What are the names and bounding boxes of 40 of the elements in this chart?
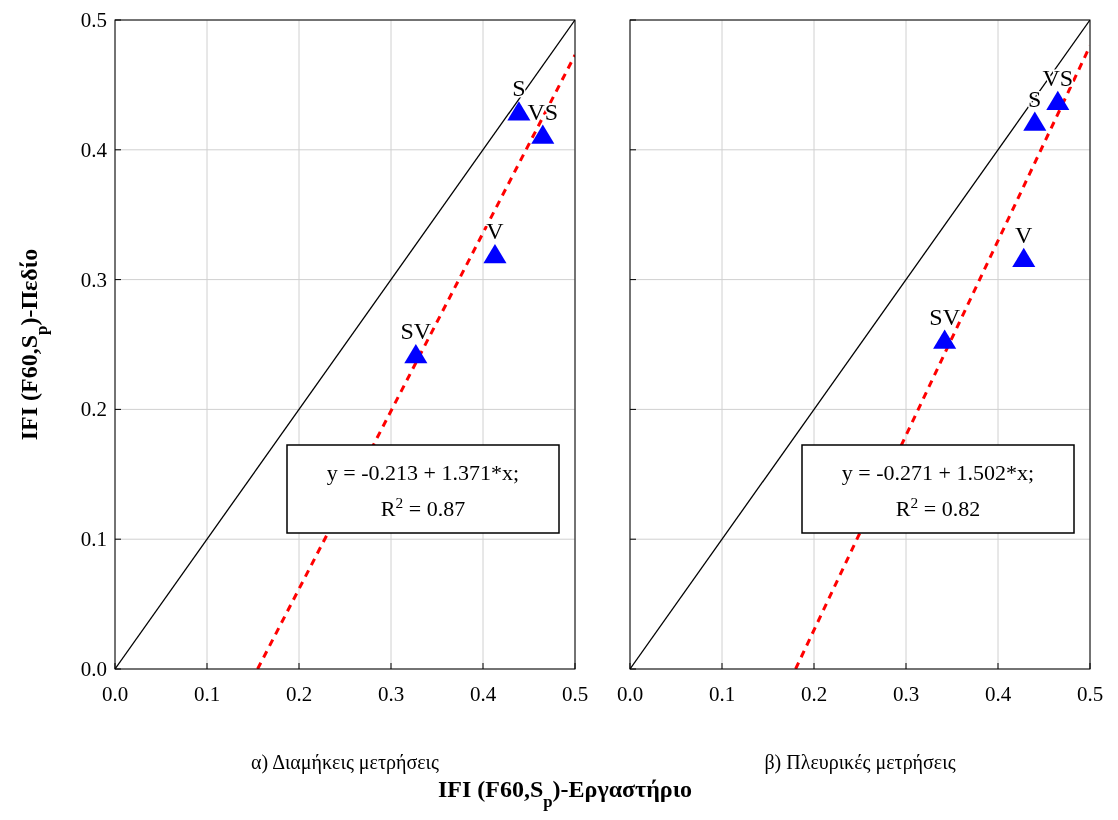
y-tick-label: 0.4 (80, 137, 108, 162)
y-tick-label: 0.0 (80, 657, 107, 681)
text-box: y = -0.271 + 1.502*x; R$^{2}$ = 0.82 (801, 444, 1075, 534)
x-tick-label: 0.3 (892, 682, 920, 706)
annotation: SV (400, 317, 432, 344)
annotation: V (1015, 221, 1034, 248)
y-tick-label: 0.1 (80, 527, 107, 552)
x-tick-label: 0.2 (285, 682, 313, 706)
y-tick-label: 0.5 (80, 8, 107, 32)
annotation: S (512, 75, 526, 102)
x-tick-label: 0.4 (469, 682, 497, 706)
text: β) Πλευρικές μετρήσεις (764, 751, 956, 774)
annotation: R$^{2}$ = 0.82 (895, 493, 981, 521)
annotation: y = -0.271 + 1.502*x; (841, 460, 1035, 485)
point (933, 329, 957, 349)
annotation: y = -0.213 + 1.371*x; (326, 460, 520, 485)
x-tick-label: 0.3 (377, 682, 405, 706)
annotation: VS (527, 98, 559, 125)
point (531, 124, 555, 144)
text: α) Διαμήκεις μετρήσεις (251, 751, 439, 774)
x-tick-label: 0.0 (101, 682, 129, 706)
x-tick-label: 0.5 (1076, 682, 1104, 706)
x-tick-label: 0.1 (193, 682, 221, 706)
x-tick-label: 0.4 (984, 682, 1012, 706)
x-tick-label: 0.5 (561, 682, 589, 706)
point (404, 343, 428, 364)
annotation: V (486, 217, 505, 244)
x-tick-label: 0.0 (616, 682, 644, 706)
y-tick-label: 0.3 (80, 267, 107, 292)
text-box: y = -0.213 + 1.371*x; R$^{2}$ = 0.87 (286, 444, 560, 534)
point (1023, 111, 1047, 131)
x-tick-label: 0.1 (708, 682, 736, 706)
point (1012, 247, 1036, 268)
annotation: SV (929, 303, 961, 330)
y-tick-label: 0.2 (80, 397, 107, 422)
annotation: R$^{2}$ = 0.87 (380, 493, 466, 521)
point (1046, 90, 1070, 111)
x-axis-title: IFI (F60,S$_{p}$)-Εργαστήριο (437, 776, 693, 811)
x-tick-label: 0.2 (800, 682, 828, 706)
point (483, 243, 507, 264)
